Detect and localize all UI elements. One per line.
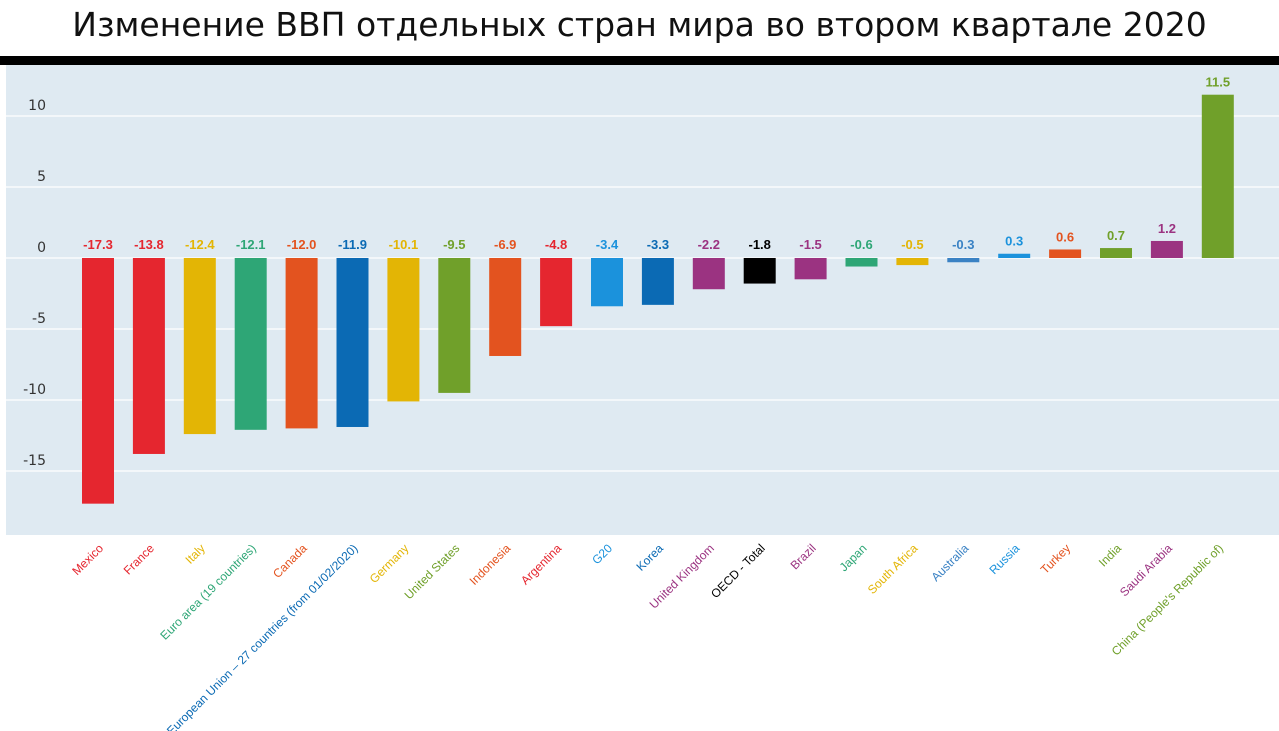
data-label: -3.3 <box>647 237 669 252</box>
data-label: -0.5 <box>901 237 923 252</box>
x-tick-label: Turkey <box>1038 541 1074 577</box>
data-label: -6.9 <box>494 237 516 252</box>
data-label: -12.1 <box>236 237 266 252</box>
data-label: 0.7 <box>1107 228 1125 243</box>
data-label: -4.8 <box>545 237 567 252</box>
bar <box>845 258 878 267</box>
bar <box>692 258 725 290</box>
bar <box>540 258 573 327</box>
bar <box>387 258 420 402</box>
bar <box>489 258 522 356</box>
x-tick-label: South Africa <box>865 541 921 597</box>
x-tick-label: Japan <box>837 541 870 574</box>
bar <box>1100 248 1132 258</box>
x-tick-label: Canada <box>270 541 310 581</box>
data-label: 11.5 <box>1206 75 1231 90</box>
x-tick-label: Brazil <box>788 541 819 572</box>
data-label: -0.6 <box>850 237 872 252</box>
data-label: -12.0 <box>287 237 317 252</box>
bar <box>285 258 318 429</box>
x-tick-label: Argentina <box>518 541 564 587</box>
data-label: 0.6 <box>1056 229 1074 244</box>
bar <box>1150 240 1183 258</box>
x-tick-label: Mexico <box>69 541 106 578</box>
x-tick-label: India <box>1096 541 1125 570</box>
page-title: Изменение ВВП отдельных стран мира во вт… <box>72 5 1207 44</box>
data-label: 1.2 <box>1158 221 1176 236</box>
bar <box>1201 94 1234 258</box>
data-label: -0.3 <box>952 237 974 252</box>
data-label: -3.4 <box>596 237 619 252</box>
data-label: -13.8 <box>134 237 164 252</box>
data-label: -11.9 <box>338 237 367 252</box>
y-tick-label: 5 <box>37 169 46 185</box>
bar <box>743 258 776 284</box>
data-label: -1.8 <box>748 237 770 252</box>
x-tick-label: Italy <box>182 541 207 566</box>
data-label: -12.4 <box>185 237 215 252</box>
x-tick-label: Australia <box>929 541 972 584</box>
bar <box>1049 249 1082 258</box>
bar <box>336 258 369 427</box>
x-tick-label: Germany <box>367 541 412 586</box>
x-tick-label: OECD - Total <box>708 541 768 601</box>
bar <box>641 258 674 305</box>
bar <box>947 258 980 263</box>
data-label: -1.5 <box>799 237 821 252</box>
data-label: -10.1 <box>389 237 419 252</box>
y-tick-label: 10 <box>28 98 46 114</box>
bar <box>896 258 929 266</box>
x-tick-label: G20 <box>589 541 615 567</box>
data-label: -2.2 <box>698 237 720 252</box>
bar <box>794 258 827 280</box>
bar <box>438 258 471 393</box>
bar <box>234 258 267 430</box>
data-label: -9.5 <box>443 237 465 252</box>
x-tick-label: Indonesia <box>467 541 514 588</box>
title-separator-bar <box>0 56 1279 65</box>
y-tick-label: 0 <box>37 240 46 256</box>
bar <box>132 258 165 454</box>
data-label: -17.3 <box>83 237 113 252</box>
bar <box>183 258 216 435</box>
gdp-bar-chart: 10 5 0 -5 -10 -15 -17.3 Mexico -13.8 France -12.4 I… <box>6 65 1279 731</box>
bar <box>82 258 114 504</box>
y-tick-label: -15 <box>23 453 46 469</box>
x-tick-label: Euro area (19 countries) <box>157 541 258 642</box>
y-tick-label: -5 <box>32 311 46 327</box>
y-tick-label: -10 <box>23 382 46 398</box>
x-tick-label: European Union – 27 countries (from 01/0… <box>164 541 361 731</box>
x-tick-label: France <box>121 541 158 578</box>
bar <box>998 253 1031 258</box>
bar <box>591 258 623 307</box>
x-tick-label: Korea <box>633 541 666 574</box>
data-label: 0.3 <box>1005 234 1023 249</box>
x-tick-label: Russia <box>986 541 1022 577</box>
